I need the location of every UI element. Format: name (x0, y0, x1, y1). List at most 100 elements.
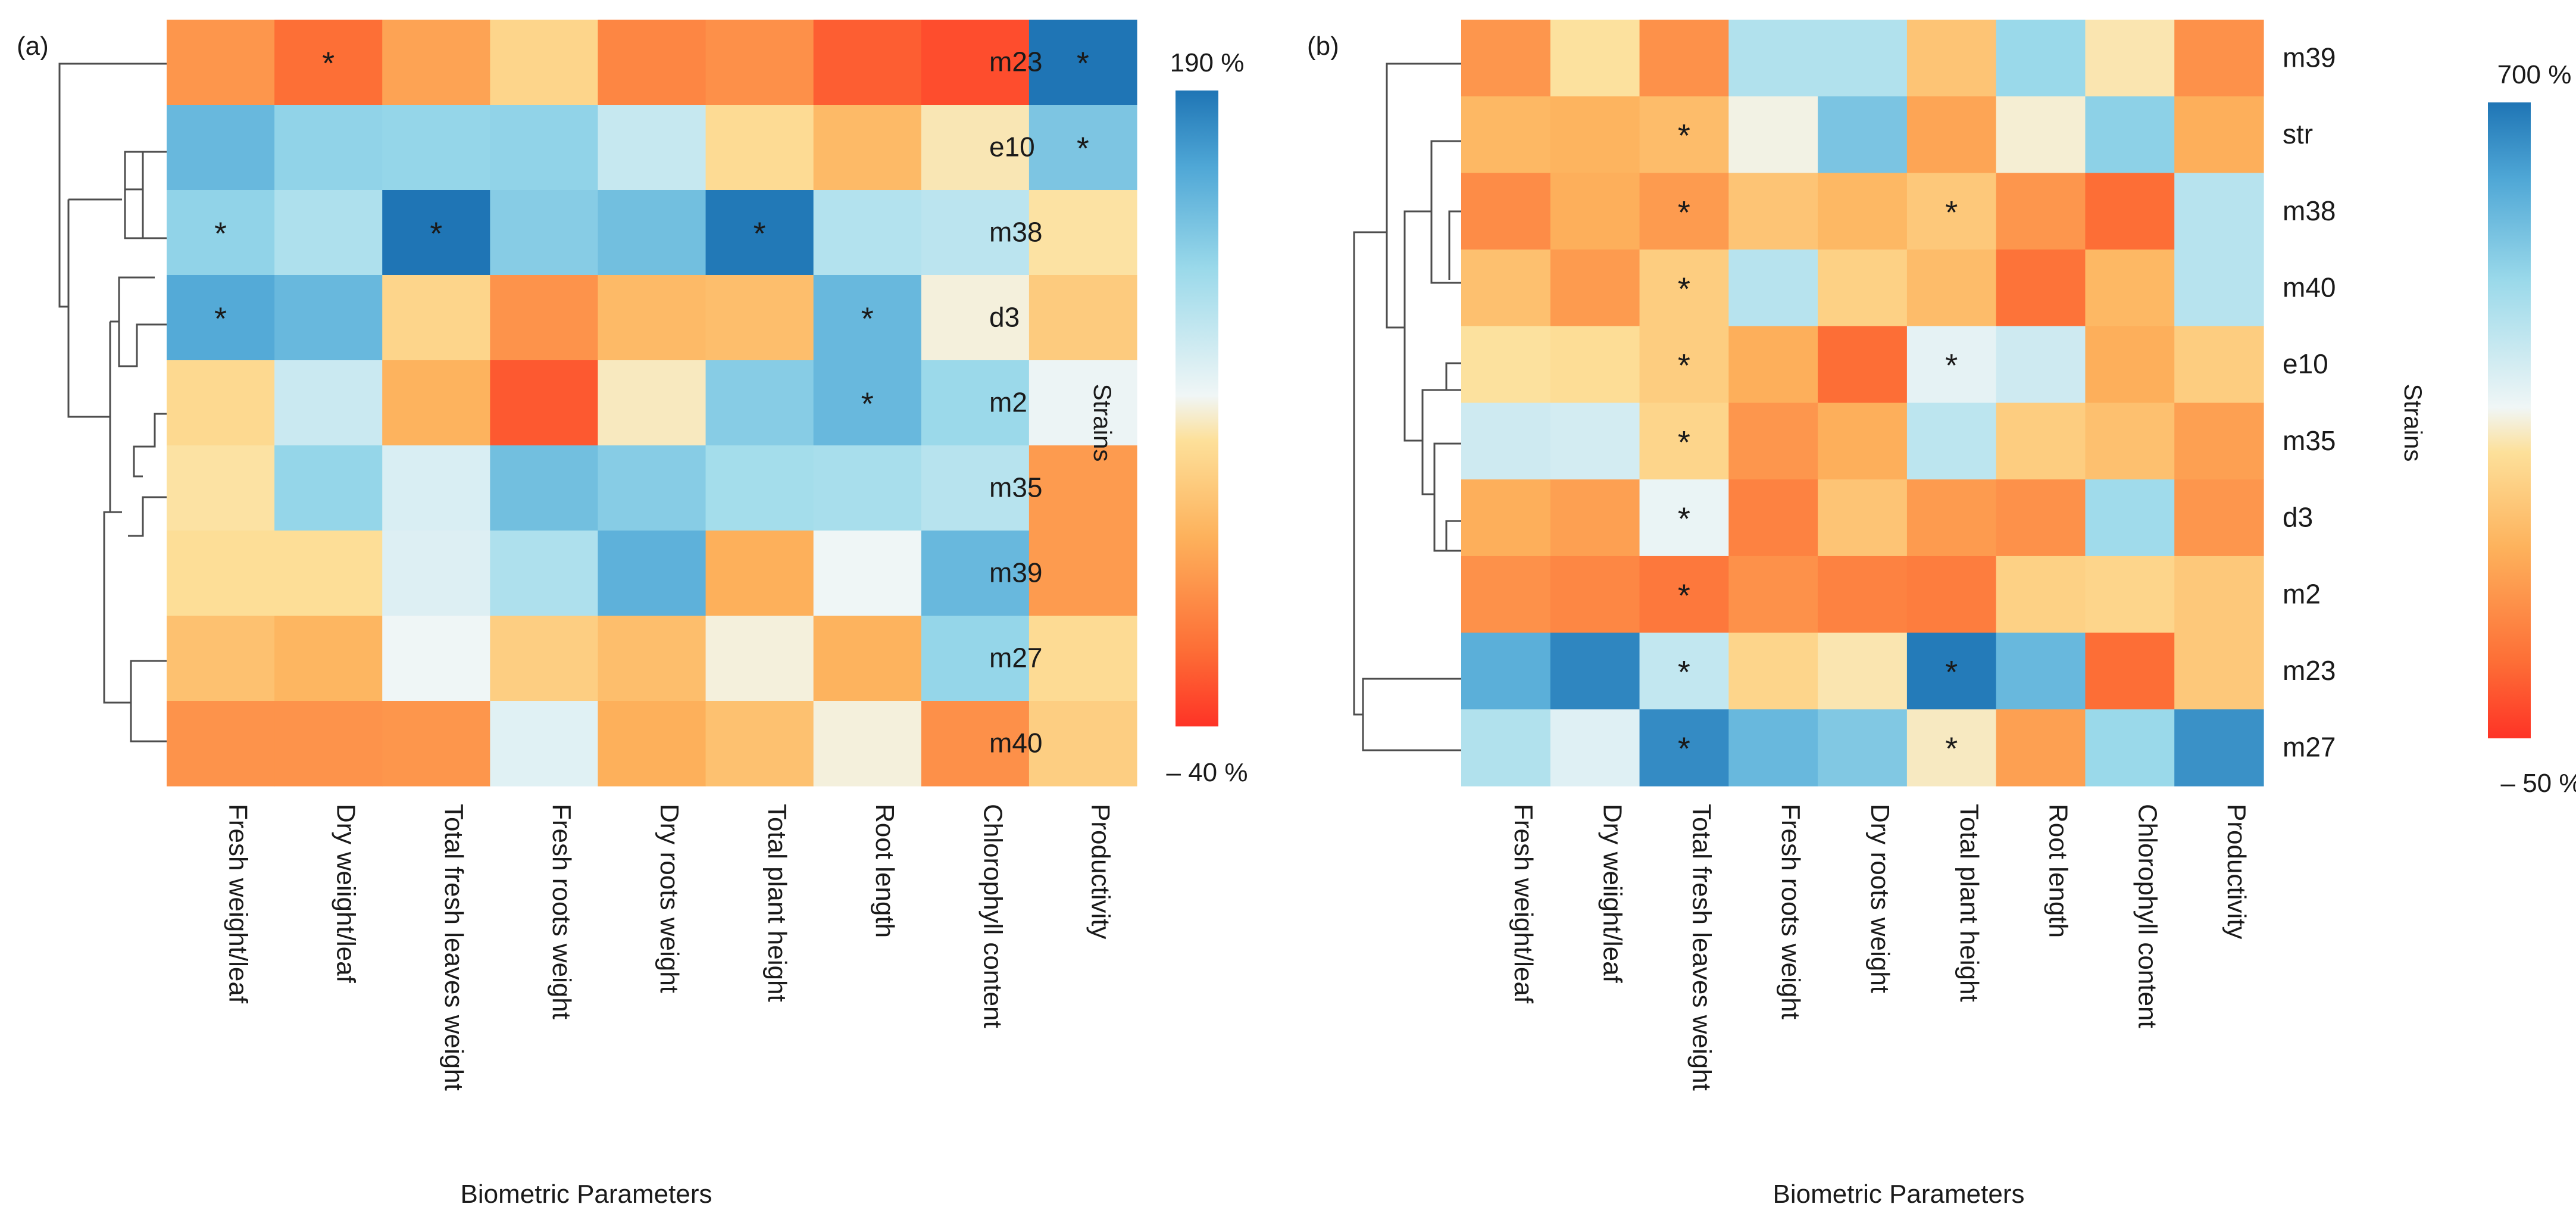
column-label: Chlorophyll content (2133, 804, 2162, 1028)
panel-b-row-labels: m39 str m38 m40 e10 m35 d3 m2 m23 m27 (2283, 42, 2336, 762)
heatmap-cell (382, 275, 490, 361)
heatmap-cell (813, 445, 922, 531)
heatmap-cell (1028, 616, 1137, 701)
heatmap-cell (1906, 249, 1997, 327)
row-label: m40 (2283, 272, 2336, 302)
row-label: m2 (2283, 578, 2321, 609)
heatmap-cell (167, 105, 275, 191)
panel-a: (a) * *** * ** ** m23e10m38d3m2m35m39m27m40 … (17, 20, 1248, 1209)
heatmap-cell (705, 531, 814, 616)
row-label: m39 (2283, 42, 2336, 73)
heatmap-cell (1461, 479, 1551, 557)
heatmap-cell (1906, 479, 1997, 557)
heatmap-cell (490, 20, 599, 105)
heatmap-cell (1550, 249, 1640, 327)
heatmap-cell (2174, 173, 2264, 250)
heatmap-cell (382, 616, 490, 701)
heatmap-cell (705, 445, 814, 531)
heatmap-cell (1818, 249, 1908, 327)
heatmap-cell (1639, 556, 1729, 634)
heatmap-cell (1639, 96, 1729, 173)
significance-marker: * (1678, 425, 1690, 460)
panel-b-colorbar-min: – 50 % (2501, 769, 2576, 798)
heatmap-cell (1818, 326, 1908, 404)
heatmap-cell (2174, 96, 2264, 173)
significance-marker: * (430, 216, 442, 252)
heatmap-cell (1028, 105, 1137, 191)
heatmap-cell (1461, 173, 1551, 250)
panel-a-markers: * * * * * * * * * (214, 46, 1089, 422)
heatmap-cell (1818, 403, 1908, 480)
row-label: m40 (989, 728, 1042, 759)
column-label: Total plant height (762, 804, 792, 1002)
heatmap-cell (2174, 326, 2264, 404)
significance-marker: * (1678, 731, 1690, 767)
heatmap-cell (1996, 709, 2086, 787)
heatmap-cell (1818, 632, 1908, 710)
heatmap-cell (598, 275, 706, 361)
heatmap-cell (1728, 249, 1818, 327)
heatmap-cell (1996, 632, 2086, 710)
heatmap-cell (2085, 556, 2175, 634)
column-label: Chlorophyll content (978, 804, 1007, 1028)
significance-marker: * (861, 386, 874, 422)
heatmap-cell (1906, 96, 1997, 173)
heatmap-cell (813, 360, 922, 446)
row-label: d3 (989, 302, 1020, 333)
heatmap-cell (1461, 709, 1551, 787)
heatmap-cell (813, 616, 922, 701)
heatmap-cell (1028, 531, 1137, 616)
heatmap-cell (921, 275, 1030, 361)
heatmap-cell (598, 701, 706, 787)
heatmap-cell (1728, 96, 1818, 173)
heatmap-cell (1461, 326, 1551, 404)
heatmap-cell (1906, 556, 1997, 634)
heatmap-cell (274, 360, 383, 446)
heatmap-cell (2174, 479, 2264, 557)
heatmap-cell (382, 20, 490, 105)
significance-marker: * (214, 301, 227, 337)
heatmap-cell (382, 105, 490, 191)
significance-marker: * (1678, 348, 1690, 383)
heatmap-cell (2174, 632, 2264, 710)
heatmap-cell (274, 190, 383, 276)
heatmap-cell (1550, 173, 1640, 250)
row-label: m23 (2283, 655, 2336, 686)
heatmap-cell (1028, 275, 1137, 361)
heatmap-cell (598, 360, 706, 446)
heatmap-cell (921, 531, 1030, 616)
significance-marker: * (1945, 195, 1958, 230)
panel-a-label: (a) (17, 32, 49, 61)
panel-b-strains-label: Strains (2399, 384, 2427, 462)
heatmap-cell (1728, 403, 1818, 480)
heatmap-cell (2085, 249, 2175, 327)
significance-marker: * (1678, 578, 1690, 613)
heatmap-cell (2085, 326, 2175, 404)
heatmap-cell (1906, 326, 1997, 404)
significance-marker: * (1678, 271, 1690, 307)
heatmap-cell (2085, 20, 2175, 97)
column-label: Fresh weight/leaf (224, 804, 253, 1004)
heatmap-cell (705, 616, 814, 701)
heatmap-cell (813, 190, 922, 276)
significance-marker: * (754, 216, 766, 252)
column-label: Fresh roots weight (547, 804, 576, 1019)
significance-marker: * (214, 216, 227, 252)
heatmap-cell (813, 105, 922, 191)
heatmap-cell (2174, 403, 2264, 480)
column-label: Dry weiight/leaf (1598, 804, 1627, 984)
heatmap-cell (1818, 556, 1908, 634)
row-label: e10 (989, 132, 1035, 163)
heatmap-cell (2174, 20, 2264, 97)
heatmap-cell (382, 190, 490, 276)
heatmap-cell (1550, 403, 1640, 480)
significance-marker: * (1678, 195, 1690, 230)
row-label: m23 (989, 46, 1042, 77)
heatmap-cell (2085, 632, 2175, 710)
heatmap-cell (921, 616, 1030, 701)
panel-b-colorbar (2488, 102, 2531, 738)
heatmap-cell (1906, 709, 1997, 787)
heatmap-cell (813, 531, 922, 616)
significance-marker: * (1077, 46, 1089, 82)
panel-b-colorbar-max: 700 % (2497, 60, 2572, 89)
